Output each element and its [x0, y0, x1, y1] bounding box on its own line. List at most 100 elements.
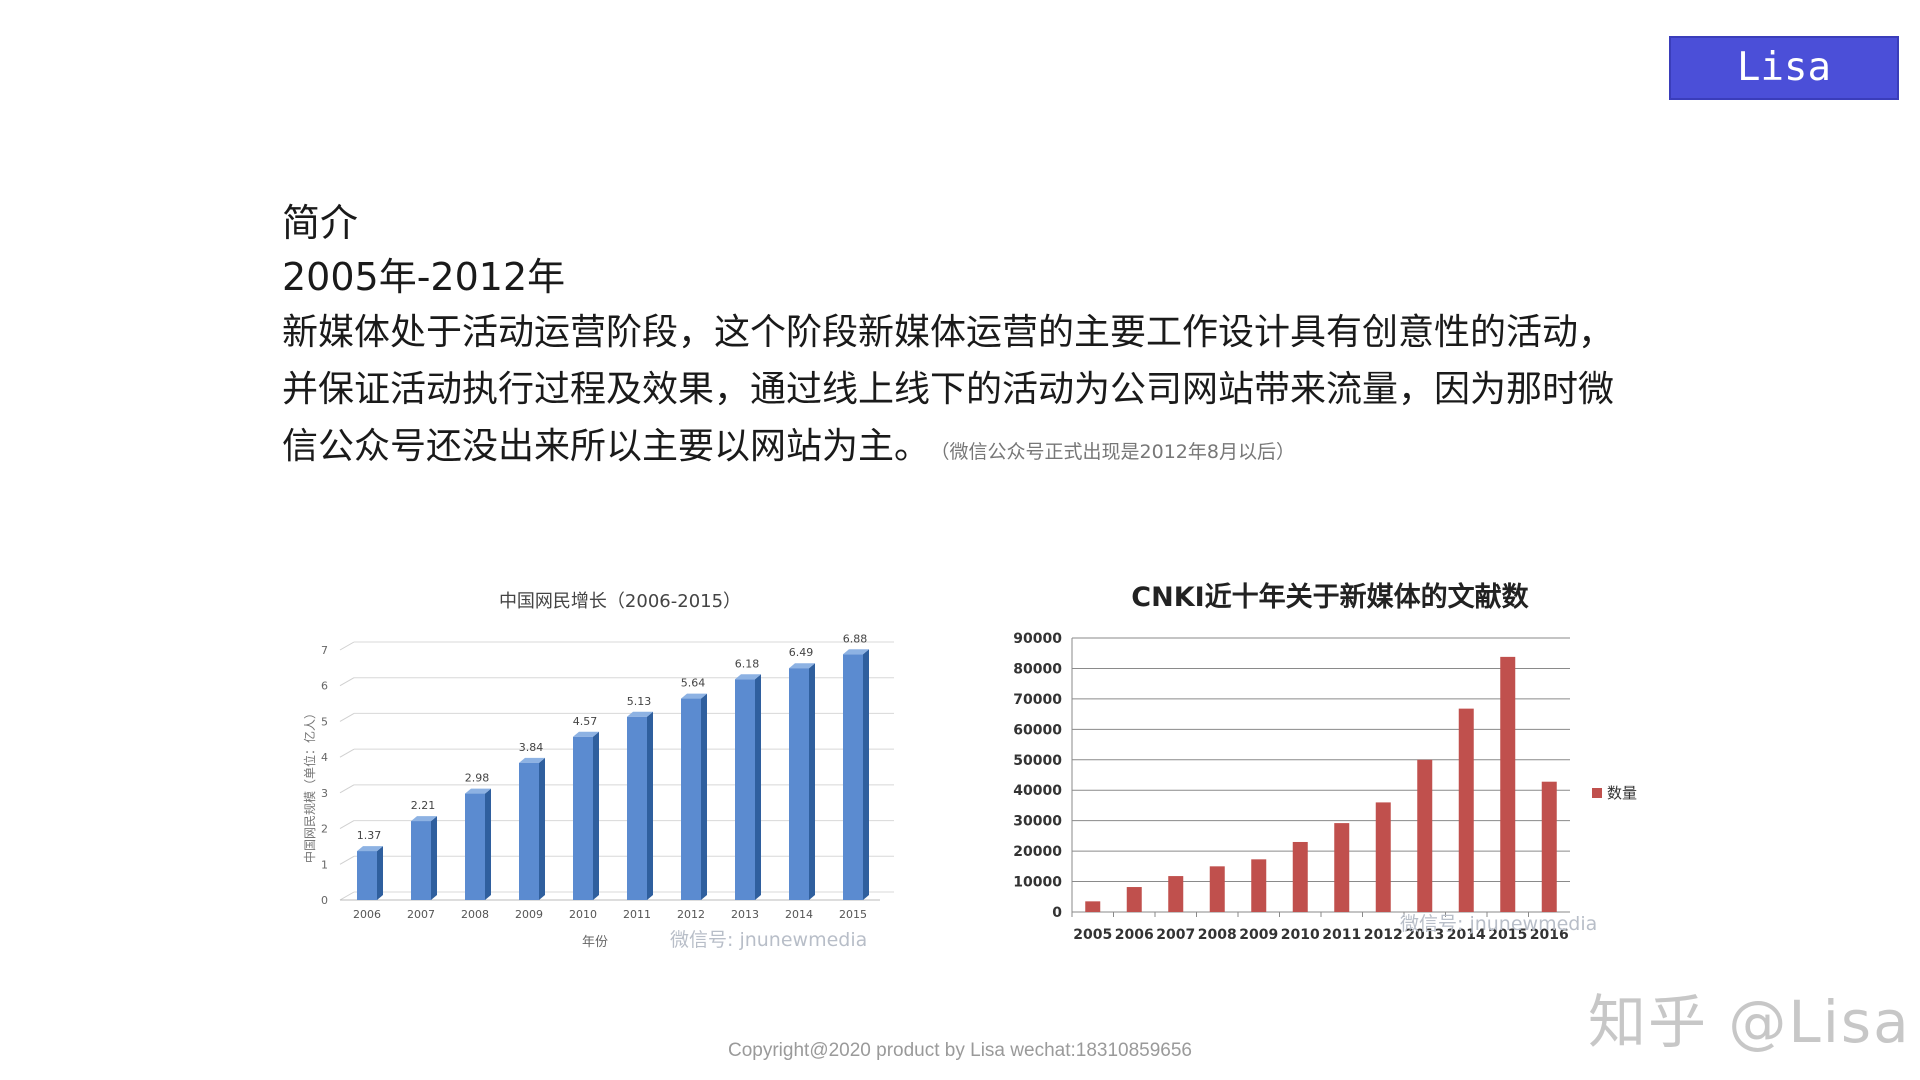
- chart1-y-tick-label: 5: [321, 715, 328, 728]
- chart2-x-tick-label: 2014: [1447, 927, 1486, 943]
- cnki-papers-chart: CNKI近十年关于新媒体的文献数 0 10000 20000 30000 40000 50…: [1013, 581, 1637, 943]
- chart1-bar-front: [681, 698, 701, 900]
- chart2-y-tick-label: 30000: [1013, 814, 1062, 830]
- intro-line-1: 新媒体处于活动运营阶段，这个阶段新媒体运营的主要工作设计具有创意性的活动，: [282, 312, 1615, 353]
- chart1-bar-side: [755, 674, 761, 900]
- chart1-bar-top: [357, 846, 383, 852]
- chart1-bar-front: [411, 821, 431, 900]
- chart1-bar-top: [519, 757, 545, 763]
- chart2-bar-2011: [1334, 823, 1350, 912]
- chart2-bar-2009: [1251, 859, 1267, 912]
- chart1-bar-top: [411, 816, 437, 822]
- chart1-value-label: 5.64: [681, 677, 706, 690]
- chart1-value-label: 3.84: [519, 741, 544, 754]
- chart1-bar-2009: [519, 757, 545, 900]
- chart1-bar-front: [627, 716, 647, 900]
- footer-copyright: Copyright@2020 product by Lisa wechat:18…: [728, 1040, 1192, 1061]
- chart2-y-tick-label: 70000: [1013, 692, 1062, 708]
- intro-line-2: 并保证活动执行过程及效果，通过线上线下的活动为公司网站带来流量，因为那时微: [282, 369, 1615, 410]
- chart1-watermark: 微信号: jnunewmedia: [670, 929, 867, 951]
- intro-heading: 简介: [282, 201, 359, 245]
- chart1-bar-top: [573, 731, 599, 737]
- chart2-bar-2006: [1126, 887, 1142, 912]
- chart1-bar-top: [627, 711, 653, 717]
- chart1-bar-top: [465, 788, 491, 794]
- chart2-x-tick-label: 2006: [1115, 927, 1154, 943]
- chart1-bar-front: [735, 679, 755, 900]
- chart2-bar-2007: [1168, 876, 1184, 912]
- chart1-y-tick-label: 2: [321, 823, 328, 836]
- chart1-gridline-diag: [339, 748, 355, 758]
- chart2-bar-2013: [1417, 759, 1433, 912]
- chart2-y-tick-label: 20000: [1013, 844, 1062, 860]
- lisa-notes-badge: Lisa Notes: [1669, 36, 1899, 150]
- chart1-value-label: 4.57: [573, 715, 598, 728]
- chart1-x-tick-label: 2013: [731, 908, 759, 921]
- chart1-x-tick-label: 2007: [407, 908, 435, 921]
- chart2-y-tick-label: 90000: [1013, 631, 1062, 647]
- chart1-bar-top: [843, 649, 869, 655]
- chart1-y-tick-label: 0: [321, 894, 328, 907]
- chart1-gridline-diag: [339, 641, 355, 651]
- chart1-y-tick-label: 7: [321, 644, 328, 657]
- chart1-x-tick-label: 2012: [677, 908, 705, 921]
- chart1-bar-2015: [843, 649, 869, 900]
- chart1-bar-front: [357, 851, 377, 900]
- chart1-bar-top: [789, 663, 815, 669]
- chart2-legend-swatch: [1592, 788, 1602, 798]
- chart1-y-tick-label: 3: [321, 787, 328, 800]
- chart1-bar-top: [681, 693, 707, 699]
- chart1-bar-front: [843, 654, 863, 900]
- chart1-gridline-diag: [339, 855, 355, 865]
- chart2-x-tick-label: 2007: [1156, 927, 1195, 943]
- chart1-bar-side: [377, 846, 383, 900]
- chart1-y-tick-label: 4: [321, 751, 328, 764]
- chart1-bar-side: [431, 816, 437, 900]
- chart2-watermark: 微信号: jnunewmedia: [1400, 913, 1597, 935]
- chart1-bar-2008: [465, 788, 491, 900]
- chart1-bar-front: [519, 762, 539, 900]
- chart1-bar-side: [647, 711, 653, 900]
- chart1-bar-side: [809, 663, 815, 900]
- chart1-x-tick-label: 2015: [839, 908, 867, 921]
- chart1-bar-side: [593, 731, 599, 900]
- chart1-x-tick-label: 2006: [353, 908, 381, 921]
- chart2-bar-2015: [1500, 656, 1516, 912]
- chart1-x-tick-label: 2010: [569, 908, 597, 921]
- chart1-gridline-diag: [339, 891, 355, 901]
- chart1-bar-side: [863, 649, 869, 900]
- chart1-value-label: 6.18: [735, 657, 760, 670]
- chart2-x-tick-label: 2013: [1405, 927, 1444, 943]
- chart1-x-tick-label: 2014: [785, 908, 813, 921]
- chart1-bar-2010: [573, 731, 599, 900]
- chart1-y-axis-label: 中国网民规模（单位：亿人）: [302, 707, 317, 863]
- chart1-title: 中国网民增长（2006-2015）: [499, 591, 741, 612]
- chart2-bar-2012: [1375, 802, 1391, 912]
- chart1-x-tick-label: 2011: [623, 908, 651, 921]
- chart1-value-label: 2.98: [465, 772, 490, 785]
- chart1-bar-front: [789, 668, 809, 900]
- chart2-x-tick-label: 2010: [1281, 927, 1320, 943]
- chart2-legend-label: 数量: [1607, 784, 1637, 802]
- chart1-x-tick-label: 2009: [515, 908, 543, 921]
- chart1-bar-2006: [357, 846, 383, 900]
- chart1-x-axis-label: 年份: [582, 935, 608, 950]
- chart2-y-tick-label: 0: [1052, 905, 1062, 921]
- intro-note: （微信公众号正式出现是2012年8月以后）: [940, 441, 1295, 463]
- chart2-x-tick-label: 2011: [1322, 927, 1361, 943]
- chart2-x-tick-label: 2008: [1198, 927, 1237, 943]
- intro-line-3: 信公众号还没出来所以主要以网站为主。: [282, 426, 931, 467]
- chart1-bar-front: [465, 793, 485, 900]
- chart2-y-tick-label: 40000: [1013, 783, 1062, 799]
- chart1-bar-2007: [411, 816, 437, 900]
- period-heading: 2005年-2012年: [282, 255, 566, 299]
- chart2-y-tick-label: 50000: [1013, 753, 1062, 769]
- chart1-y-tick-label: 1: [321, 858, 328, 871]
- chart1-value-label: 6.49: [789, 646, 814, 659]
- chart2-bar-2010: [1292, 841, 1308, 912]
- chart1-value-label: 1.37: [357, 829, 382, 842]
- chart1-bar-top: [735, 674, 761, 680]
- chart2-y-tick-label: 60000: [1013, 722, 1062, 738]
- netizen-growth-chart: 中国网民增长（2006-2015） 中国网民规模（单位：亿人） 0 1 2 3 4 5 6 7…: [302, 591, 894, 951]
- chart1-bar-2011: [627, 711, 653, 900]
